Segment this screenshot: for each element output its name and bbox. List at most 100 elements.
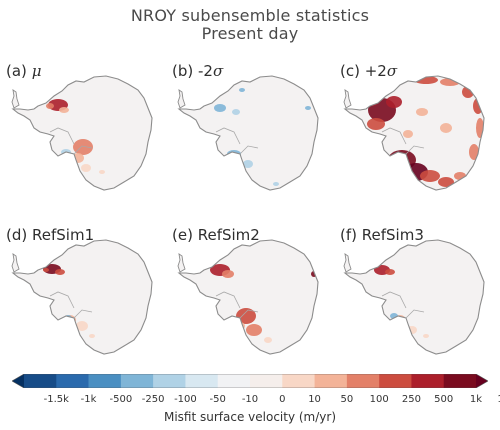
velocity-anomaly	[305, 106, 311, 110]
grounding-line	[73, 145, 93, 155]
ice-sheet	[13, 76, 152, 190]
colorbar-segment	[24, 374, 57, 388]
colorbar-segment	[346, 374, 380, 388]
grounding-line	[49, 127, 75, 145]
figure-title: NROY subensemble statistics	[130, 6, 370, 25]
colorbar-segment	[185, 374, 219, 388]
grounding-line	[215, 291, 241, 309]
figure-subtitle: Present day	[201, 24, 299, 43]
colorbar-segment	[379, 374, 412, 388]
ice-sheet	[345, 240, 484, 354]
ice-sheet	[179, 240, 318, 354]
colorbar-tick-label: 1.5k	[488, 394, 500, 405]
grounding-line	[381, 291, 407, 309]
peninsula-tip	[177, 89, 186, 109]
colorbar-tick-label: 250	[401, 394, 421, 405]
grounding-line	[405, 145, 425, 155]
panel-label-f: (f) RefSim3	[340, 226, 424, 244]
velocity-anomaly	[462, 86, 474, 98]
grounding-line	[405, 309, 425, 319]
grounding-line	[239, 145, 259, 155]
velocity-anomaly	[222, 270, 234, 278]
velocity-anomaly	[420, 170, 440, 182]
colorbar-segment	[411, 374, 445, 388]
velocity-anomaly	[273, 182, 279, 186]
peninsula-tip	[343, 253, 352, 273]
colorbar-tick-label: 0	[279, 394, 286, 405]
grounding-line	[239, 309, 259, 319]
colorbar-segment	[153, 374, 186, 388]
velocity-anomaly	[214, 104, 226, 112]
colorbar-segment	[88, 374, 122, 388]
colorbar-tick-label: -500	[109, 394, 133, 405]
panel-label-d: (d) RefSim1	[6, 226, 95, 244]
colorbar-segment	[56, 374, 89, 388]
colorbar-segment	[250, 374, 283, 388]
velocity-anomaly	[236, 308, 256, 324]
velocity-anomaly	[407, 326, 417, 334]
grounding-line	[73, 309, 93, 319]
velocity-anomaly	[43, 268, 49, 272]
colorbar	[12, 374, 488, 388]
colorbar-tick-label: -1k	[80, 394, 97, 405]
colorbar-tick-label: 100	[369, 394, 389, 405]
colorbar-segment	[443, 374, 477, 388]
map-panel-f	[343, 239, 485, 355]
coastline	[177, 75, 319, 191]
velocity-anomaly	[246, 324, 262, 336]
colorbar-tick-label: 500	[434, 394, 454, 405]
panel-label-e: (e) RefSim2	[172, 226, 260, 244]
velocity-anomaly	[367, 118, 385, 130]
velocity-anomaly	[232, 109, 240, 115]
coastline	[177, 239, 319, 355]
map-panel-b	[177, 75, 319, 191]
colorbar-segment	[314, 374, 348, 388]
velocity-anomaly	[76, 321, 88, 331]
colorbar-tick-label: -100	[174, 394, 197, 405]
colorbar-tick-label: 10	[308, 394, 321, 405]
ice-sheet	[13, 240, 152, 354]
velocity-anomaly	[73, 139, 93, 155]
ice-sheet	[179, 76, 318, 190]
coastline	[11, 239, 153, 355]
panel-label-a: (a) μ	[6, 62, 42, 80]
panel-label-b: (b) -2σ	[172, 62, 224, 80]
colorbar-tick-label: -10	[241, 394, 259, 405]
grounding-line	[215, 127, 241, 145]
velocity-anomaly	[454, 172, 466, 180]
peninsula-tip	[177, 253, 186, 273]
map-panel-c	[343, 75, 485, 191]
colorbar-tick-label: -250	[141, 394, 165, 405]
colorbar-extend-high	[476, 374, 488, 388]
velocity-anomaly	[438, 177, 454, 187]
grounding-line	[49, 291, 75, 309]
velocity-anomaly	[239, 88, 245, 92]
velocity-anomaly	[416, 108, 428, 116]
velocity-anomaly	[46, 103, 54, 109]
velocity-anomaly	[59, 107, 69, 113]
velocity-anomaly	[89, 334, 95, 338]
velocity-anomaly	[385, 269, 395, 275]
velocity-anomaly	[423, 334, 429, 338]
grounding-line	[381, 127, 407, 145]
coastline	[11, 75, 153, 191]
colorbar-extend-low	[12, 374, 24, 388]
coastline	[343, 75, 485, 191]
map-panel-e	[177, 239, 319, 355]
velocity-anomaly	[99, 170, 105, 174]
colorbar-label: Misfit surface velocity (m/yr)	[163, 410, 337, 424]
velocity-anomaly	[469, 144, 479, 160]
velocity-anomaly	[386, 96, 402, 108]
colorbar-segment	[217, 374, 251, 388]
velocity-anomaly	[440, 123, 452, 133]
velocity-anomaly	[243, 160, 253, 168]
colorbar-tick-label: -50	[209, 394, 226, 405]
velocity-anomaly	[264, 337, 272, 343]
colorbar-tick-label: 1k	[469, 394, 483, 405]
map-panel-d	[11, 239, 153, 355]
velocity-anomaly	[302, 346, 306, 350]
velocity-anomaly	[81, 164, 91, 172]
map-panel-a	[11, 75, 153, 191]
velocity-anomaly	[390, 164, 406, 176]
coastline	[343, 239, 485, 355]
